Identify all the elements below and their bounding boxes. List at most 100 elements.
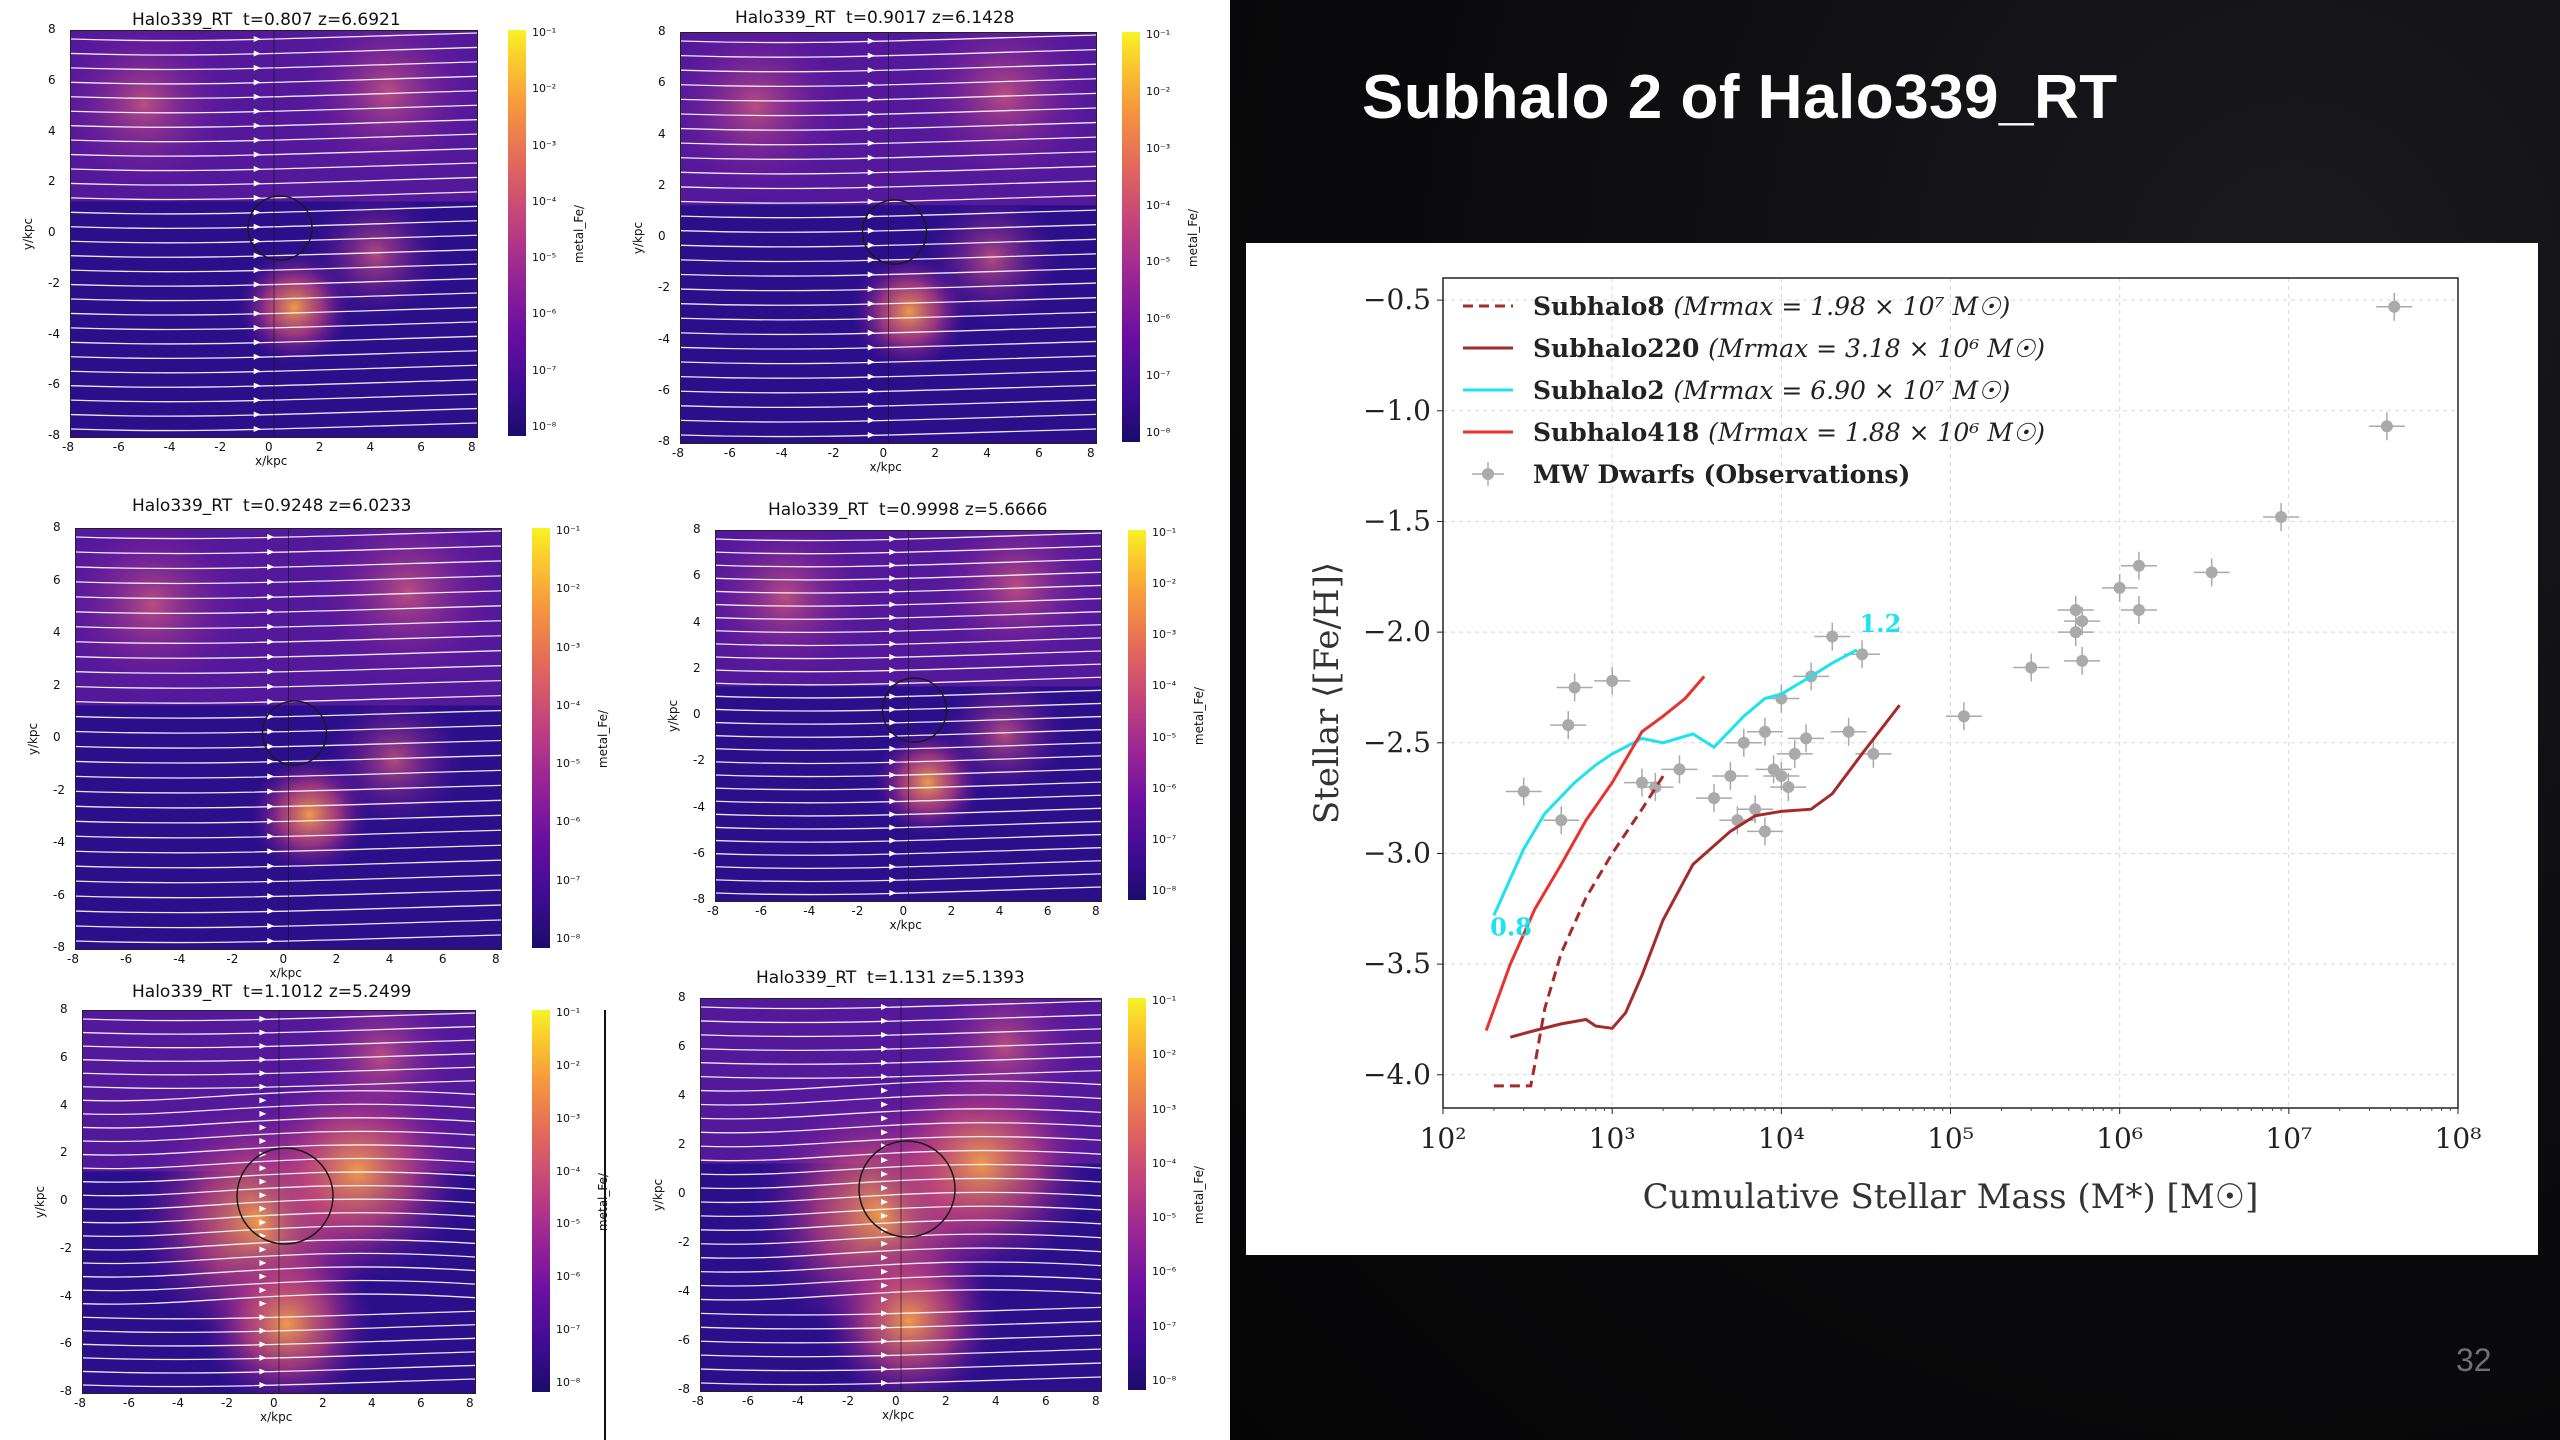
metallicity-map [75,528,502,950]
x-tick-label: -6 [723,446,736,460]
y-tick-label: -6 [678,1333,690,1347]
x-tick-label: -4 [173,952,186,966]
x-tick-label: 2 [319,1396,327,1410]
colorbar-tick-label: 10⁻² [1152,577,1177,591]
x-tick-label: 2 [332,952,341,966]
series-annotation: 1.2 [1860,609,1902,638]
colorbar-tick-label: 10⁻⁴ [556,1164,581,1178]
x-tick-label: -2 [221,1396,233,1410]
colorbar [532,528,550,948]
x-tick-label: 4 [366,440,375,454]
colorbar-label: metal_Fe/ [572,204,587,264]
y-tick-label: -4 [678,1284,690,1298]
y-tick-label: 8 [53,520,61,534]
slide-title: Subhalo 2 of Halo339_RT [1362,63,2118,132]
colorbar-tick-label: 10⁻¹ [1152,994,1177,1007]
colorbar-tick-label: 10⁻⁸ [556,932,581,945]
colorbar-tick-label: 10⁻⁸ [1146,426,1171,439]
y-tick-label: 8 [658,24,666,38]
obs-point [1568,681,1581,694]
colorbar [1128,530,1146,900]
colorbar-tick-label: 10⁻⁵ [1152,1211,1177,1225]
colorbar-label: metal_Fe/ [1192,1165,1207,1225]
obs-point [1635,776,1648,789]
y-tick-label: -4 [658,331,670,346]
y-tick-label: 6 [693,568,701,583]
obs-point [1673,763,1686,776]
x-tick-label: 10⁶ [2096,1122,2143,1155]
x-tick-label: 10⁴ [1758,1122,1805,1155]
y-tick-label: -4 [53,835,65,849]
colorbar-tick-label: 10⁻⁴ [556,698,581,712]
colorbar-tick-label: 10⁻⁸ [1152,884,1177,897]
colorbar-tick-label: 10⁻³ [1152,1102,1177,1116]
colorbar-tick-label: 10⁻¹ [556,1006,581,1019]
y-axis-label: y/kpc [26,722,41,756]
slide-number: 32 [2456,1342,2492,1378]
x-tick-label: 4 [983,446,991,460]
x-tick-label: 8 [468,440,476,454]
y-tick-label: −3.5 [1363,947,1431,980]
y-axis-label: y/kpc [21,217,36,251]
x-tick-label: -8 [707,904,719,918]
y-tick-label: -6 [60,1336,72,1351]
obs-point [1957,710,1970,723]
colorbar [508,30,526,436]
y-tick-label: -4 [693,799,705,814]
colorbar-tick-label: 10⁻² [1152,1048,1177,1062]
y-tick-label: -2 [60,1240,72,1255]
y-tick-label: -8 [678,1382,690,1396]
x-tick-label: -8 [672,446,684,460]
series-annotation: 0.8 [1490,912,1532,941]
obs-point [2388,300,2401,313]
series-line-subhalo418 [1484,675,1706,1032]
obs-point [2076,615,2089,628]
panel-title: Halo339_RT t=0.9998 z=5.6666 [768,500,1048,520]
y-tick-label: 4 [53,625,61,639]
colorbar-tick-label: 10⁻⁴ [1152,679,1177,693]
x-tick-label: -8 [74,1396,86,1410]
y-tick-label: 0 [60,1193,68,1207]
y-tick-label: 2 [60,1145,68,1160]
obs-point [1775,770,1788,782]
x-tick-label: 6 [417,1396,425,1410]
y-tick-label: -6 [53,887,65,902]
x-tick-label: 6 [438,952,447,966]
y-tick-label: −1.5 [1363,504,1431,537]
colorbar-tick-label: 10⁻⁸ [532,420,557,433]
obs-point [2132,604,2145,616]
y-tick-label: 6 [60,1049,68,1064]
x-axis-label: x/kpc [882,1408,915,1422]
y-tick-label: −4.0 [1363,1058,1431,1091]
colorbar-tick-label: 10⁻² [556,1058,581,1072]
y-axis-label: y/kpc [33,1185,48,1219]
colorbar-tick-label: 10⁻⁷ [1146,369,1171,383]
legend-label: MW Dwarfs (Observations) [1533,460,1910,489]
obs-point [1826,630,1839,643]
x-tick-label: -2 [214,440,227,454]
colorbar-tick-label: 10⁻⁷ [532,363,557,377]
y-tick-label: 0 [693,707,701,721]
metallicity-map [715,530,1102,902]
x-tick-label: 8 [1087,446,1095,460]
y-axis-label: y/kpc [666,699,681,733]
x-tick-label: 10⁷ [2265,1122,2312,1155]
y-tick-label: −3.0 [1363,836,1431,869]
x-tick-label: -6 [112,440,125,454]
y-tick-label: -6 [693,845,705,860]
colorbar-tick-label: 10⁻³ [1152,628,1177,642]
obs-point [1856,648,1869,661]
x-tick-label: -6 [123,1396,135,1410]
panel-title: Halo339_RT t=1.131 z=5.1393 [756,968,1025,988]
colorbar-tick-label: 10⁻⁷ [1152,832,1177,846]
y-tick-label: 2 [53,677,61,692]
y-tick-label: -2 [53,782,65,797]
x-tick-label: 4 [995,904,1004,918]
x-tick-label: -8 [692,1394,704,1408]
colorbar-tick-label: 10⁻⁵ [532,251,557,265]
colorbar-tick-label: 10⁻⁶ [1152,1265,1177,1279]
obs-point [2025,661,2038,674]
metallicity-chart-panel: −0.5 −1.0 −1.5 −2.0 −2.5 −3.0 −3.5 −4.0 10² 10³ 10… [1246,243,2538,1255]
colorbar-tick-label: 10⁻⁸ [1152,1374,1177,1387]
series-line-subhalo220 [1509,704,1901,1039]
